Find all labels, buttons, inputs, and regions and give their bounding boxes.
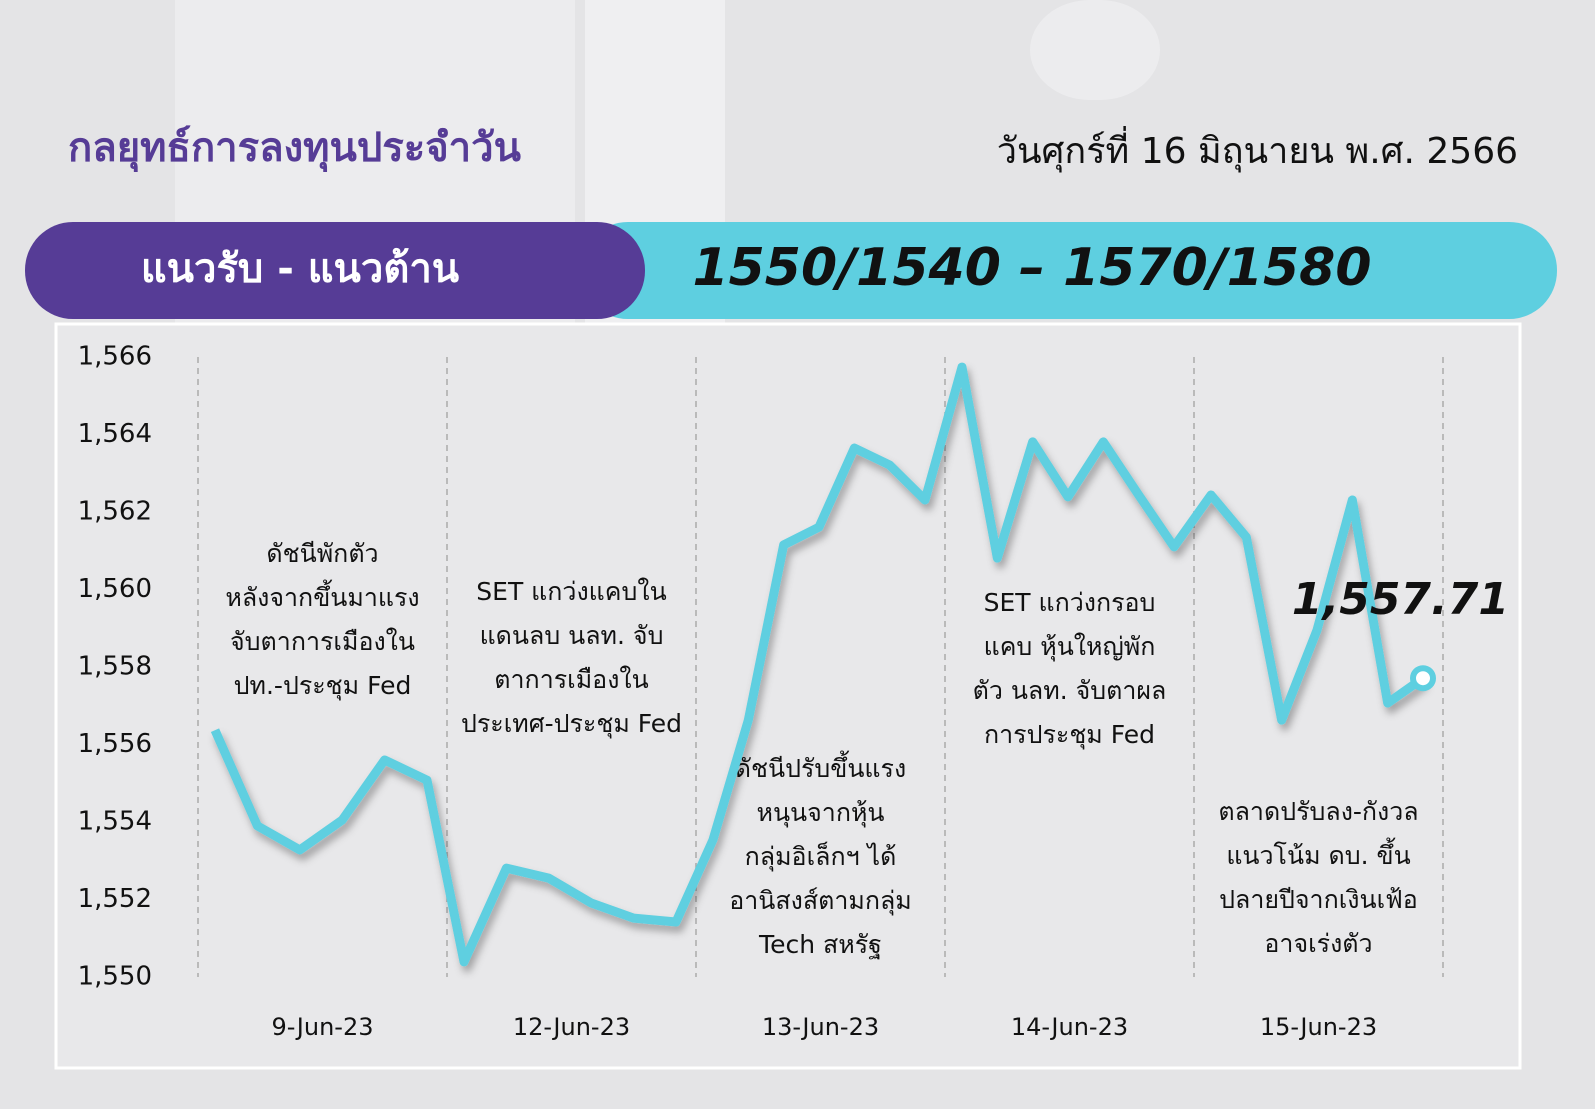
y-tick-label: 1,558	[78, 652, 152, 682]
x-tick-label: 12-Jun-23	[513, 1013, 630, 1041]
annotation: อานิสงส์ตามกลุ่ม	[729, 886, 912, 916]
annotation: แดนลบ นลท. จับ	[480, 621, 664, 650]
annotation: ปท.-ประชุม Fed	[234, 671, 412, 701]
annotation: ตลาดปรับลง-กังวล	[1218, 797, 1418, 826]
range-bar	[580, 222, 1557, 319]
price-line	[210, 362, 1426, 967]
annotation: หลังจากขึ้นมาแรง	[225, 579, 419, 612]
annotation: แคบ หุ้นใหญ่พัก	[984, 632, 1156, 662]
y-tick-label: 1,552	[78, 884, 152, 914]
annotation: ตัว นลท. จับตาผล	[973, 676, 1167, 705]
annotation: SET แกว่งกรอบ	[984, 588, 1156, 617]
y-tick-label: 1,560	[78, 574, 152, 604]
range-value: 1550/1540 – 1570/1580	[692, 238, 1371, 298]
range-label-bar	[25, 222, 645, 319]
last-value-label: 1,557.71	[1292, 574, 1509, 625]
y-tick-label: 1,564	[78, 419, 152, 449]
bg-shape	[1030, 0, 1160, 100]
title: กลยุทธ์การลงทุนประจำวัน	[68, 125, 521, 173]
annotation: Tech สหรัฐ	[758, 930, 882, 959]
annotation: SET แกว่งแคบใน	[476, 577, 666, 606]
annotation: แนวโน้ม ดบ. ขึ้น	[1226, 837, 1410, 870]
date: วันศุกร์ที่ 16 มิถุนายน พ.ศ. 2566	[997, 126, 1518, 173]
annotation: ดัชนีปรับขึ้นแรง	[735, 750, 906, 783]
annotation: อาจเร่งตัว	[1264, 929, 1372, 958]
x-tick-label: 15-Jun-23	[1260, 1013, 1377, 1041]
annotation: จับตาการเมืองใน	[230, 627, 415, 656]
x-tick-label: 9-Jun-23	[272, 1013, 374, 1041]
x-tick-label: 14-Jun-23	[1011, 1013, 1128, 1041]
y-tick-label: 1,562	[78, 497, 152, 527]
y-tick-label: 1,556	[78, 729, 152, 759]
range-label: แนวรับ - แนวต้าน	[141, 246, 459, 292]
annotation: ปลายปีจากเงินเฟ้อ	[1219, 885, 1418, 914]
annotation: ตาการเมืองใน	[494, 665, 648, 694]
annotation: ดัชนีพักตัว	[266, 539, 378, 568]
annotation: การประชุม Fed	[984, 720, 1155, 750]
last-point	[1410, 665, 1436, 692]
annotation: ประเทศ-ประชุม Fed	[461, 709, 682, 739]
x-tick-label: 13-Jun-23	[762, 1013, 879, 1041]
y-tick-label: 1,550	[78, 962, 152, 992]
annotation: หนุนจากหุ้น	[756, 798, 884, 828]
y-tick-label: 1,554	[78, 807, 152, 837]
annotation: กลุ่มอิเล็กฯ ได้	[745, 841, 897, 872]
y-tick-label: 1,566	[78, 342, 152, 372]
